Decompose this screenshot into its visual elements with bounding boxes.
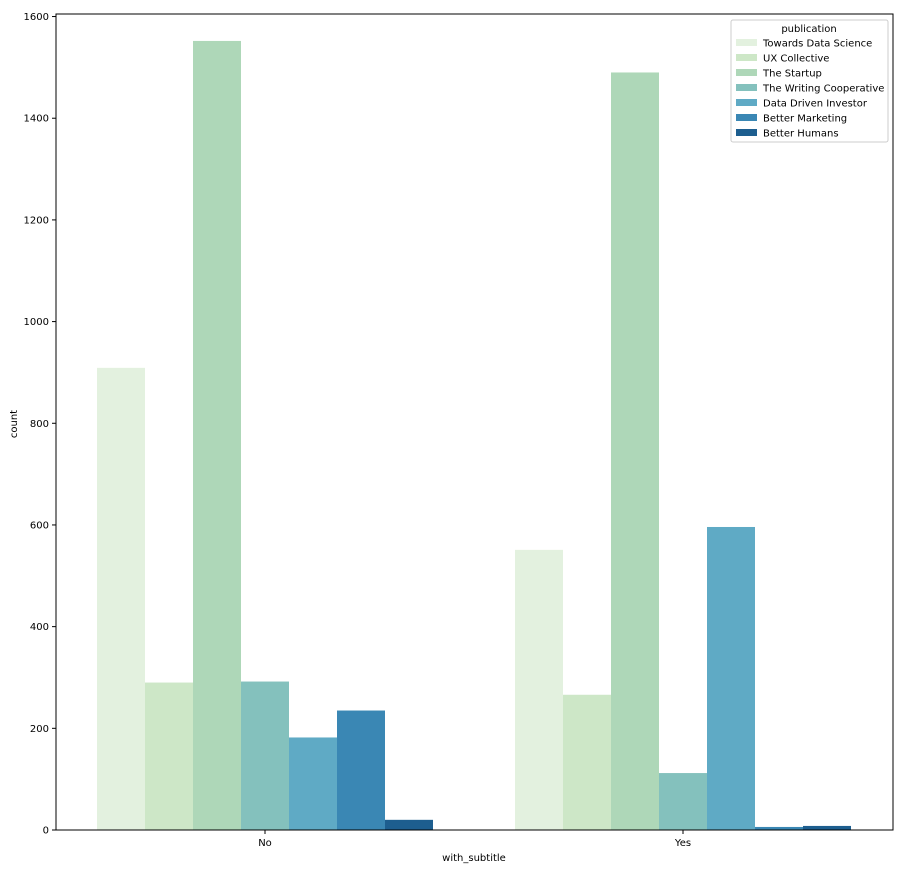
legend-swatch: [736, 54, 757, 61]
y-tick-label: 0: [43, 826, 49, 837]
bar-ux-collective-no: [145, 682, 193, 830]
bar-data-driven-investor-yes: [707, 526, 755, 830]
legend-swatch: [736, 84, 757, 91]
legend-items: Towards Data Science UX Collective The Sta…: [736, 39, 884, 140]
plot-frame: [55, 13, 894, 831]
y-tick-label: 200: [30, 724, 49, 735]
bar-ux-collective-yes: [563, 694, 611, 830]
legend-swatch: [736, 129, 757, 136]
y-tick-label: 1200: [24, 215, 49, 226]
bar-better-humans-yes: [803, 825, 851, 830]
bar-better-marketing-yes: [755, 826, 803, 830]
legend-title: publication: [781, 24, 836, 35]
bar-towards-data-science-no: [97, 367, 145, 830]
y-tick-label: 1400: [24, 114, 49, 125]
bar-towards-data-science-yes: [515, 549, 563, 830]
bars-layer: [97, 40, 851, 831]
legend-label: Data Driven Investor: [763, 99, 868, 110]
legend-swatch: [736, 39, 757, 46]
bar-better-marketing-no: [337, 710, 385, 830]
legend-label: Towards Data Science: [762, 39, 872, 50]
legend-label: The Writing Cooperative: [762, 84, 884, 95]
y-tick-label: 400: [30, 622, 49, 633]
y-tick-label: 1600: [24, 12, 49, 23]
y-axis-label: count: [9, 410, 20, 438]
bar-better-humans-no: [385, 819, 433, 830]
bar-the-writing-cooperative-yes: [659, 773, 707, 830]
legend-swatch: [736, 114, 757, 121]
x-axis: No Yes: [258, 830, 691, 849]
bar-the-startup-yes: [611, 72, 659, 831]
legend-swatch: [736, 69, 757, 76]
bar-data-driven-investor-no: [289, 737, 337, 830]
x-tick-label-yes: Yes: [674, 838, 691, 849]
y-axis: 0 200 400 600 800 1000 1200 1400 1600: [24, 12, 56, 837]
bar-the-startup-no: [193, 40, 241, 830]
y-tick-label: 800: [30, 419, 49, 430]
legend-swatch: [736, 99, 757, 106]
legend: publication Towards Data Science UX Colle…: [730, 19, 889, 143]
x-axis-label: with_subtitle: [442, 853, 506, 864]
bar-the-writing-cooperative-no: [241, 681, 289, 830]
legend-label: The Startup: [762, 69, 822, 80]
legend-frame: [730, 19, 889, 143]
y-tick-label: 1000: [24, 317, 49, 328]
x-tick-label-no: No: [258, 838, 272, 849]
legend-label: Better Marketing: [763, 114, 847, 125]
legend-label: Better Humans: [763, 129, 839, 140]
legend-label: UX Collective: [763, 54, 829, 65]
y-tick-label: 600: [30, 520, 49, 531]
